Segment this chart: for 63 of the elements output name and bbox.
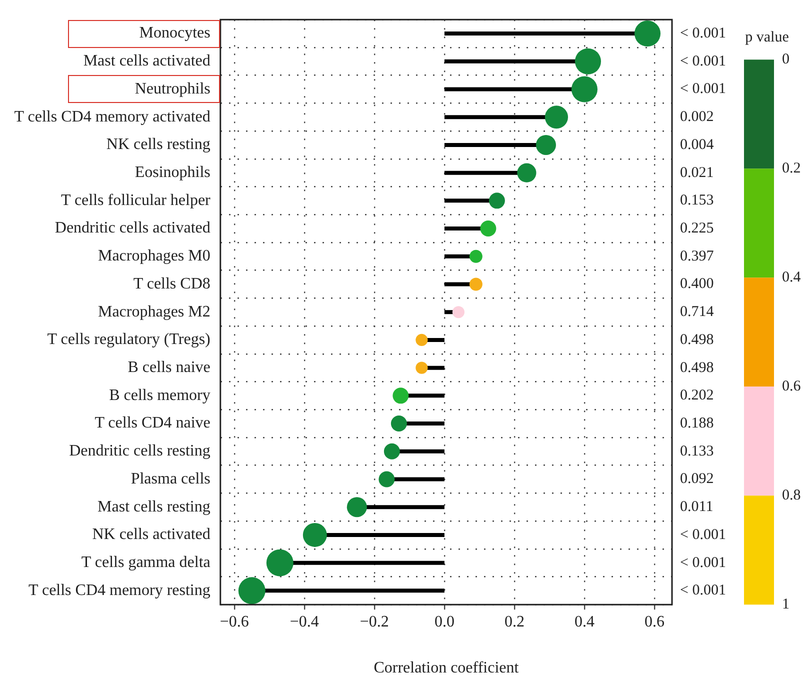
x-axis-title: Correlation coefficient: [374, 660, 520, 677]
text: 0.225: [680, 220, 714, 236]
x-tick-label: −0.2: [360, 613, 389, 630]
text: 0.188: [680, 415, 714, 432]
text: < 0.001: [680, 582, 726, 599]
text: 0.397: [680, 248, 714, 264]
y-tick-label: Macrophages M0: [98, 248, 210, 265]
color-bar-label: 0: [782, 52, 790, 68]
x-tick-label: −0.4: [290, 613, 319, 630]
y-tick-label: Dendritic cells resting: [69, 442, 210, 460]
y-tick-label: T cells CD4 naive: [94, 414, 210, 432]
text: 0.004: [680, 136, 714, 153]
text: 0.153: [680, 192, 714, 209]
y-tick-label: Dendritic cells activated: [54, 220, 210, 237]
point: [378, 471, 395, 488]
color-bar-title: p value: [745, 30, 790, 46]
x-tick-label: 0.2: [504, 613, 524, 630]
y-tick-label: B cells memory: [109, 386, 210, 404]
point: [384, 443, 400, 460]
color-bar-label: 0.2: [782, 160, 801, 177]
point: [392, 388, 409, 404]
x-tick-label: 0.0: [434, 613, 454, 630]
point: [390, 416, 407, 432]
x-tick-label: 0.4: [574, 613, 594, 630]
text: 0.002: [680, 109, 714, 126]
point: [480, 220, 496, 237]
y-tick-label: NK cells resting: [106, 136, 210, 154]
text: < 0.001: [680, 81, 726, 98]
color-bar-label: 1: [782, 596, 790, 613]
y-tick-label: T cells regulatory (Tregs): [47, 331, 210, 348]
text: 0.092: [680, 471, 714, 488]
x-tick-label: −0.6: [220, 613, 249, 630]
y-tick-label: T cells CD8: [133, 275, 210, 292]
text: 0.133: [680, 443, 714, 460]
color-bar-label: 0.8: [782, 488, 801, 504]
y-tick-label: T cells CD4 memory activated: [14, 108, 210, 126]
y-tick-label: NK cells activated: [92, 526, 210, 544]
y-tick-label: T cells CD4 memory resting: [28, 582, 210, 599]
text: 0.498: [680, 360, 714, 376]
color-bar-label: 0.4: [782, 270, 802, 286]
y-tick-label: Mast cells activated: [83, 52, 210, 70]
text: < 0.001: [680, 554, 726, 571]
y-tick-label: Monocytes: [139, 24, 210, 42]
text: 0.498: [680, 332, 714, 348]
y-tick-label: Macrophages M2: [98, 303, 210, 320]
text: 0.202: [680, 388, 714, 404]
y-tick-label: B cells naive: [128, 359, 210, 376]
color-bar-label: 0.6: [782, 378, 802, 395]
text: < 0.001: [680, 526, 726, 543]
text: 0.021: [680, 164, 714, 181]
y-tick-label: Neutrophils: [134, 80, 210, 98]
x-tick-label: 0.6: [644, 613, 664, 630]
y-tick-label: Eosinophils: [134, 164, 210, 182]
y-tick-label: Plasma cells: [130, 470, 210, 488]
y-tick-label: T cells gamma delta: [81, 554, 210, 572]
text: 0.400: [680, 276, 714, 292]
text: < 0.001: [680, 25, 726, 42]
text: < 0.001: [680, 53, 726, 70]
y-tick-label: Mast cells resting: [98, 498, 210, 516]
text: 0.011: [680, 499, 714, 516]
text: 0.714: [680, 304, 714, 320]
y-tick-label: T cells follicular helper: [60, 192, 212, 209]
point: [488, 192, 505, 209]
